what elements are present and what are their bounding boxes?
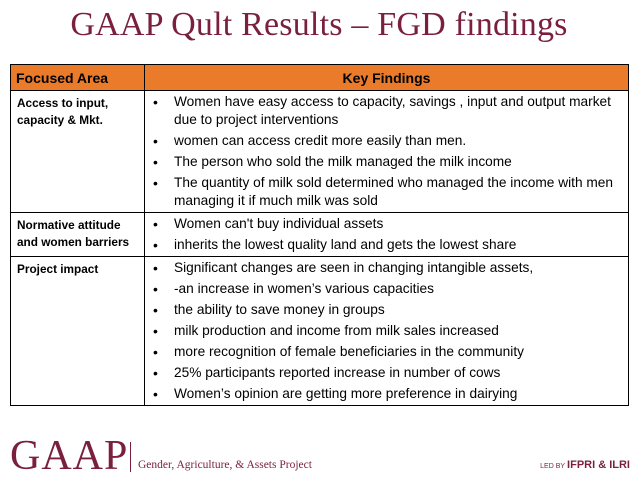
bullet-icon: • xyxy=(153,154,158,170)
bullet-icon: • xyxy=(153,237,158,253)
list-item: • Women can't buy individual assets xyxy=(151,215,624,233)
finding-text: Women can't buy individual assets xyxy=(174,216,384,231)
header-focused-area: Focused Area xyxy=(10,64,145,91)
key-findings-cell: • Significant changes are seen in changin… xyxy=(144,256,629,406)
table-row: Project impact • Significant changes are s… xyxy=(10,256,629,406)
bullet-icon: • xyxy=(153,260,158,276)
gaap-logo: GAAP xyxy=(10,433,129,479)
list-item: • 25% participants reported increase in n… xyxy=(151,364,624,382)
led-by: LED BY IFPRI & ILRI xyxy=(540,459,630,471)
list-item: • more recognition of female beneficiarie… xyxy=(151,343,624,361)
finding-text: milk production and income from milk sal… xyxy=(174,323,499,338)
finding-text: -an increase in women’s various capaciti… xyxy=(174,281,434,296)
list-item: • the ability to save money in groups xyxy=(151,301,624,319)
bullet-icon: • xyxy=(153,175,158,191)
list-item: • The quantity of milk sold determined wh… xyxy=(151,174,624,210)
finding-text: the ability to save money in groups xyxy=(174,302,385,317)
key-findings-cell: • Women can't buy individual assets • inher… xyxy=(144,212,629,257)
findings-list: • Women have easy access to capacity, sav… xyxy=(151,93,624,210)
finding-text: 25% participants reported increase in nu… xyxy=(174,365,501,380)
footer: GAAP Gender, Agriculture, & Assets Proje… xyxy=(0,432,638,479)
focused-area-cell: Project impact xyxy=(10,256,145,406)
finding-text: The person who sold the milk managed the… xyxy=(174,154,512,169)
finding-text: inherits the lowest quality land and get… xyxy=(174,237,517,252)
findings-table: Focused Area Key Findings Access to inpu… xyxy=(10,64,629,406)
bullet-icon: • xyxy=(153,216,158,232)
list-item: • The person who sold the milk managed th… xyxy=(151,153,624,171)
logo-divider xyxy=(130,442,131,472)
finding-text: more recognition of female beneficiaries… xyxy=(174,344,524,359)
focused-area-cell: Normative attitude and women barriers xyxy=(10,212,145,257)
list-item: • Women’s opinion are getting more prefer… xyxy=(151,385,624,403)
table-row: Normative attitude and women barriers • Wo… xyxy=(10,212,629,257)
bullet-icon: • xyxy=(153,344,158,360)
bullet-icon: • xyxy=(153,302,158,318)
bullet-icon: • xyxy=(153,281,158,297)
header-key-findings: Key Findings xyxy=(144,64,629,91)
focused-area-cell: Access to input, capacity & Mkt. xyxy=(10,90,145,213)
list-item: • women can access credit more easily tha… xyxy=(151,132,624,150)
findings-list: • Women can't buy individual assets • inher… xyxy=(151,215,624,254)
page-title: GAAP Qult Results – FGD findings xyxy=(70,6,568,43)
logo-subtitle: Gender, Agriculture, & Assets Project xyxy=(138,459,312,471)
finding-text: Women have easy access to capacity, savi… xyxy=(174,94,611,127)
bullet-icon: • xyxy=(153,386,158,402)
bullet-icon: • xyxy=(153,133,158,149)
led-by-prefix: LED BY xyxy=(540,463,566,470)
finding-text: women can access credit more easily than… xyxy=(174,133,467,148)
bullet-icon: • xyxy=(153,94,158,110)
bullet-icon: • xyxy=(153,365,158,381)
led-by-orgs: IFPRI & ILRI xyxy=(567,459,630,471)
table-row: Access to input, capacity & Mkt. • Women h… xyxy=(10,90,629,213)
finding-text: The quantity of milk sold determined who… xyxy=(174,175,613,208)
list-item: • Women have easy access to capacity, sav… xyxy=(151,93,624,129)
finding-text: Women’s opinion are getting more prefere… xyxy=(174,386,518,401)
list-item: • -an increase in women’s various capacit… xyxy=(151,280,624,298)
list-item: • inherits the lowest quality land and ge… xyxy=(151,236,624,254)
finding-text: Significant changes are seen in changing… xyxy=(174,260,534,275)
list-item: • milk production and income from milk sa… xyxy=(151,322,624,340)
table-header-row: Focused Area Key Findings xyxy=(10,64,629,91)
key-findings-cell: • Women have easy access to capacity, sav… xyxy=(144,90,629,213)
bullet-icon: • xyxy=(153,323,158,339)
findings-list: • Significant changes are seen in changin… xyxy=(151,259,624,403)
list-item: • Significant changes are seen in changin… xyxy=(151,259,624,277)
